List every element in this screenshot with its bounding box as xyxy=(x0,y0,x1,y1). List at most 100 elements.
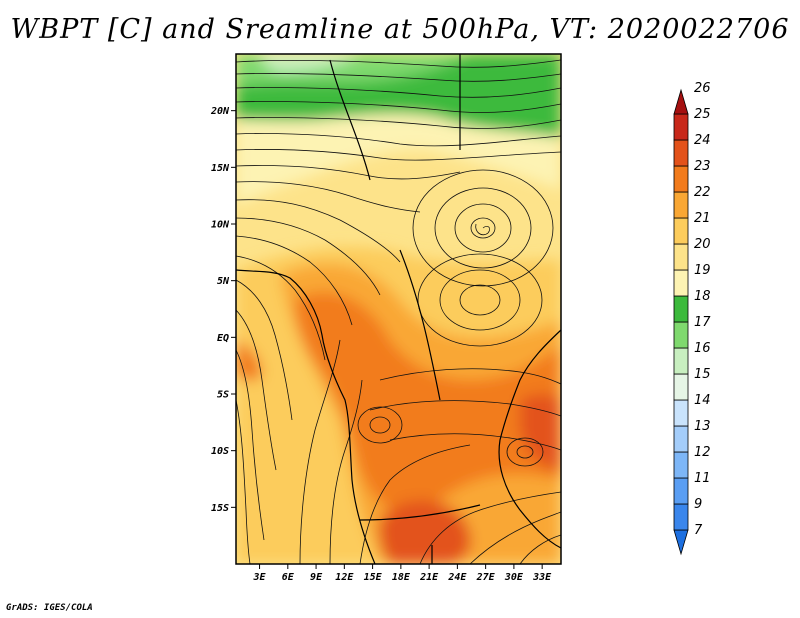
cyclone-ring xyxy=(459,284,501,316)
streamline xyxy=(369,400,561,417)
map-area xyxy=(236,54,561,564)
colorbar-label: 25 xyxy=(694,107,711,122)
y-tick-label: 20N xyxy=(210,106,230,117)
colorbar: 7 9 11 12 13 14 15 16 17 18 19 20 21 22 23 24 25 26 xyxy=(673,81,711,556)
streamline xyxy=(236,399,251,564)
cyclone-ring xyxy=(369,416,391,434)
streamline xyxy=(236,87,561,98)
border-line xyxy=(399,249,441,401)
colorbar-label: 14 xyxy=(694,393,711,408)
x-tick-label: 15E xyxy=(364,572,383,583)
colorbar-segment xyxy=(673,217,689,245)
streamline xyxy=(236,101,561,113)
colorbar-label: 20 xyxy=(694,237,711,252)
colorbar-label: 13 xyxy=(694,419,711,434)
field-23 xyxy=(295,292,561,513)
colorbar-label: 22 xyxy=(694,185,711,200)
anticyclone-spiral xyxy=(475,223,491,236)
cyclone-ring xyxy=(506,437,544,467)
wbpt-field xyxy=(236,54,561,564)
x-tick-label: 21E xyxy=(419,572,439,583)
colorbar-segment xyxy=(673,295,689,323)
cyclone-ring xyxy=(357,406,403,444)
x-tick-label: 12E xyxy=(335,572,354,583)
streamline xyxy=(419,491,561,564)
colorbar-segment xyxy=(673,399,689,427)
anticyclone-ring xyxy=(412,169,554,287)
x-axis: 3E 6E 9E 12E 15E 18E 21E 24E 27E 30E 33E xyxy=(253,564,552,583)
colorbar-segment xyxy=(673,347,689,375)
colorbar-segment xyxy=(673,113,689,141)
x-tick-label: 24E xyxy=(447,572,467,583)
colorbar-segment xyxy=(673,529,689,556)
plot-frame xyxy=(235,53,562,565)
streamline xyxy=(236,181,421,213)
colorbar-label: 23 xyxy=(694,159,711,174)
colorbar-segment xyxy=(673,503,689,531)
colorbar-segment xyxy=(673,269,689,297)
streamline xyxy=(519,534,561,564)
x-tick-label: 30E xyxy=(504,572,524,583)
colorbar-label: 9 xyxy=(694,497,702,512)
grads-credit: GrADS: IGES/COLA xyxy=(6,603,93,613)
anticyclone-ring xyxy=(470,217,496,239)
streamline xyxy=(236,149,561,161)
streamline xyxy=(236,117,561,129)
streamline xyxy=(236,165,461,180)
streamline xyxy=(329,379,363,564)
x-tick-label: 18E xyxy=(392,572,411,583)
x-tick-label: 3E xyxy=(253,572,267,583)
streamline xyxy=(236,309,277,471)
colorbar-segment xyxy=(673,373,689,401)
colorbar-segment xyxy=(673,425,689,453)
cyclone-ring xyxy=(439,269,521,331)
x-tick-label: 33E xyxy=(532,572,552,583)
colorbar-segment xyxy=(673,88,689,115)
field-15 xyxy=(260,54,360,72)
colorbar-label: 16 xyxy=(694,341,711,356)
streamline xyxy=(359,444,471,564)
y-tick-label: 10N xyxy=(211,220,230,231)
streamlines xyxy=(236,59,561,564)
y-tick-label: EQ xyxy=(217,333,229,344)
colorbar-label: 17 xyxy=(694,315,711,330)
streamline xyxy=(236,133,561,147)
colorbar-segment xyxy=(673,139,689,167)
border-line xyxy=(359,504,481,521)
y-tick-label: 15S xyxy=(211,503,229,514)
cyclone-ring xyxy=(417,253,543,347)
colorbar-segment xyxy=(673,165,689,193)
cyclone-ring xyxy=(516,445,534,459)
streamline xyxy=(236,59,561,68)
streamline xyxy=(299,339,341,564)
colorbar-label: 21 xyxy=(694,211,711,226)
y-tick-label: 5S xyxy=(217,390,229,401)
colorbar-segment xyxy=(673,321,689,349)
colorbar-segment xyxy=(673,477,689,505)
chart-title: WBPT [C] and Sreamline at 500hPa, VT: 20… xyxy=(10,14,790,45)
x-tick-label: 27E xyxy=(476,572,496,583)
streamline xyxy=(236,73,561,82)
streamline xyxy=(236,255,326,361)
streamline xyxy=(379,368,561,385)
west-coastline xyxy=(236,269,376,564)
colorbar-label: 15 xyxy=(694,367,711,382)
streamline xyxy=(469,511,561,564)
anticyclone-ring xyxy=(454,203,512,253)
streamline xyxy=(389,433,561,451)
streamline xyxy=(236,199,401,263)
field-23-west xyxy=(236,340,262,381)
y-axis: 20N 15N 10N 5N EQ 5S 10S 15S xyxy=(210,106,236,514)
anticyclone-ring xyxy=(434,187,532,269)
field-24-east xyxy=(520,394,561,470)
y-tick-label: 10S xyxy=(211,446,229,457)
streamline xyxy=(236,235,353,326)
colorbar-label: 24 xyxy=(694,133,711,148)
x-tick-label: 6E xyxy=(282,572,295,583)
coastlines xyxy=(236,54,561,564)
colorbar-label: 18 xyxy=(694,289,711,304)
streamline xyxy=(236,279,293,421)
colorbar-label: 12 xyxy=(694,445,711,460)
x-tick-label: 9E xyxy=(310,572,323,583)
